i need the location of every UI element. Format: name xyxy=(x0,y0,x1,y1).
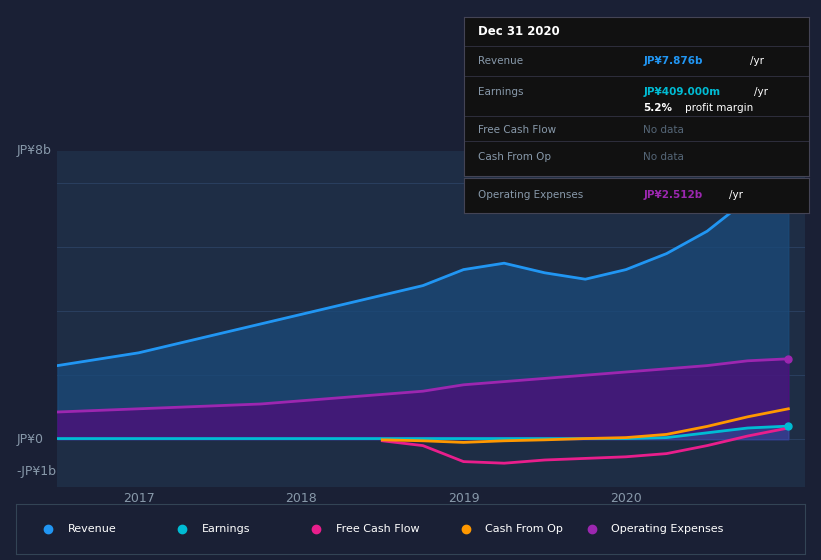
Text: Cash From Op: Cash From Op xyxy=(478,152,551,162)
Text: JP¥2.512b: JP¥2.512b xyxy=(643,190,703,200)
Text: Operating Expenses: Operating Expenses xyxy=(478,190,583,200)
Text: JP¥8b: JP¥8b xyxy=(16,144,51,157)
Text: profit margin: profit margin xyxy=(685,103,753,113)
Text: Operating Expenses: Operating Expenses xyxy=(612,524,724,534)
Text: /yr: /yr xyxy=(754,87,768,97)
Text: 5.2%: 5.2% xyxy=(643,103,672,113)
Text: JP¥7.876b: JP¥7.876b xyxy=(643,57,703,67)
Text: JP¥0: JP¥0 xyxy=(16,433,44,446)
Text: Cash From Op: Cash From Op xyxy=(485,524,563,534)
Text: Earnings: Earnings xyxy=(478,87,523,97)
Text: No data: No data xyxy=(643,125,684,135)
Text: Earnings: Earnings xyxy=(202,524,250,534)
Text: JP¥409.000m: JP¥409.000m xyxy=(643,87,720,97)
Text: /yr: /yr xyxy=(750,57,764,67)
Text: Free Cash Flow: Free Cash Flow xyxy=(336,524,420,534)
Text: No data: No data xyxy=(643,152,684,162)
Text: /yr: /yr xyxy=(729,190,743,200)
Text: Dec 31 2020: Dec 31 2020 xyxy=(478,25,559,38)
Text: Revenue: Revenue xyxy=(478,57,523,67)
Text: Free Cash Flow: Free Cash Flow xyxy=(478,125,556,135)
Text: Revenue: Revenue xyxy=(67,524,117,534)
Text: -JP¥1b: -JP¥1b xyxy=(16,465,57,478)
